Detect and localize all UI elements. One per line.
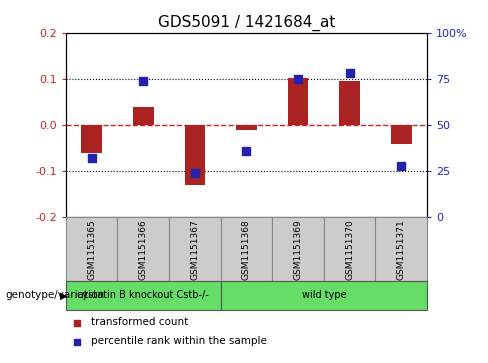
Point	[243, 148, 250, 154]
Text: GSM1151366: GSM1151366	[139, 219, 148, 280]
Point	[73, 339, 81, 344]
Text: cystatin B knockout Cstb-/-: cystatin B knockout Cstb-/-	[78, 290, 209, 300]
Text: ▶: ▶	[60, 290, 67, 300]
Text: GSM1151365: GSM1151365	[87, 219, 96, 280]
Point	[346, 70, 353, 76]
Title: GDS5091 / 1421684_at: GDS5091 / 1421684_at	[158, 15, 335, 31]
Point	[397, 163, 405, 169]
Point	[88, 155, 96, 161]
Text: percentile rank within the sample: percentile rank within the sample	[91, 336, 267, 346]
Bar	[118, 217, 169, 281]
Bar	[324, 217, 375, 281]
Bar	[288, 78, 308, 125]
Text: genotype/variation: genotype/variation	[5, 290, 104, 300]
Text: GSM1151371: GSM1151371	[397, 219, 406, 280]
Bar	[184, 125, 205, 185]
Point	[73, 320, 81, 326]
Text: GSM1151368: GSM1151368	[242, 219, 251, 280]
Bar	[375, 217, 427, 281]
Bar	[133, 107, 154, 125]
Bar	[391, 125, 411, 143]
Point	[191, 170, 199, 176]
Point	[294, 76, 302, 82]
Bar	[66, 281, 221, 310]
Text: GSM1151370: GSM1151370	[345, 219, 354, 280]
Bar	[221, 281, 427, 310]
Bar	[169, 217, 221, 281]
Bar	[339, 81, 360, 125]
Text: transformed count: transformed count	[91, 317, 188, 327]
Bar	[221, 217, 272, 281]
Text: wild type: wild type	[302, 290, 346, 300]
Bar	[236, 125, 257, 130]
Bar	[272, 217, 324, 281]
Text: GSM1151367: GSM1151367	[190, 219, 200, 280]
Bar	[66, 217, 118, 281]
Text: GSM1151369: GSM1151369	[293, 219, 303, 280]
Bar	[81, 125, 102, 153]
Point	[140, 78, 147, 83]
